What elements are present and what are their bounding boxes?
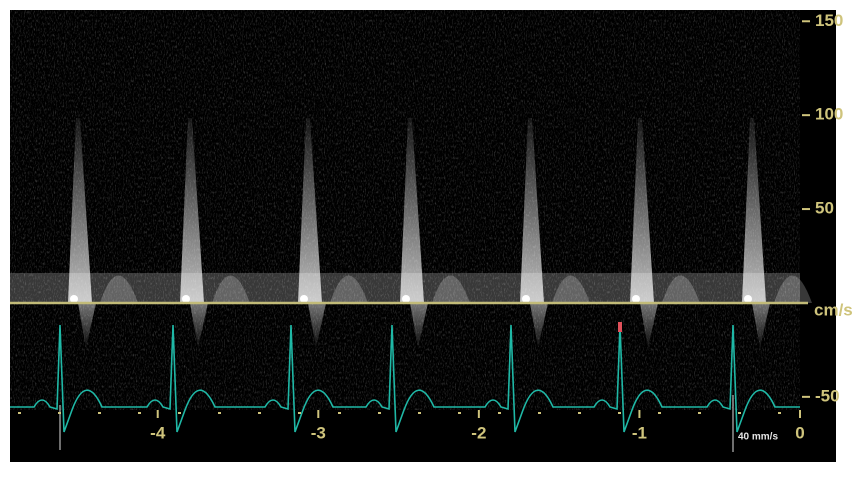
flow-peak — [68, 117, 92, 303]
flow-reverse — [78, 302, 96, 348]
flow-hump — [774, 275, 812, 303]
flow-peak — [180, 117, 204, 303]
y-tick-label: -50 — [815, 386, 840, 405]
flow-hump — [330, 275, 368, 303]
flow-dot — [70, 294, 78, 303]
flow-reverse — [410, 302, 428, 348]
flow-dot — [182, 294, 190, 303]
spectrum — [10, 117, 812, 348]
flow-hump — [432, 275, 470, 303]
flow-peak — [520, 117, 544, 303]
axes: cm/s -50 50 100 150 -4 -3 -2 -1 0 40 mm/s — [10, 11, 853, 443]
flow-reverse — [190, 302, 208, 348]
flow-peak — [742, 117, 766, 303]
sweep-speed: 40 mm/s — [738, 432, 778, 443]
x-tick-label: -4 — [150, 423, 166, 442]
flow-reverse — [640, 302, 658, 348]
x-tick-label: 0 — [795, 423, 804, 442]
x-tick-label: -3 — [311, 423, 326, 442]
flow-reverse — [752, 302, 770, 348]
flow-dot — [300, 294, 308, 303]
flow-dot — [402, 294, 410, 303]
flow-peak — [630, 117, 654, 303]
ecg-trace — [10, 324, 800, 433]
flow-hump — [552, 275, 590, 303]
flow-dot — [744, 294, 752, 303]
flow-reverse — [308, 302, 326, 348]
y-tick-label: 50 — [815, 199, 834, 218]
flow-reverse — [530, 302, 548, 348]
ecg-marker — [618, 322, 622, 332]
x-tick-label: -1 — [632, 423, 647, 442]
x-tick-label: -2 — [471, 423, 486, 442]
y-unit: cm/s — [814, 300, 853, 319]
y-tick-label: 100 — [815, 105, 843, 124]
flow-hump — [100, 275, 138, 303]
y-tick-label: 150 — [815, 11, 843, 30]
flow-hump — [662, 275, 700, 303]
flow-peak — [400, 117, 424, 303]
flow-dot — [522, 294, 530, 303]
ecg — [10, 322, 800, 452]
flow-dot — [632, 294, 640, 303]
flow-peak — [298, 117, 322, 303]
flow-hump — [212, 275, 250, 303]
